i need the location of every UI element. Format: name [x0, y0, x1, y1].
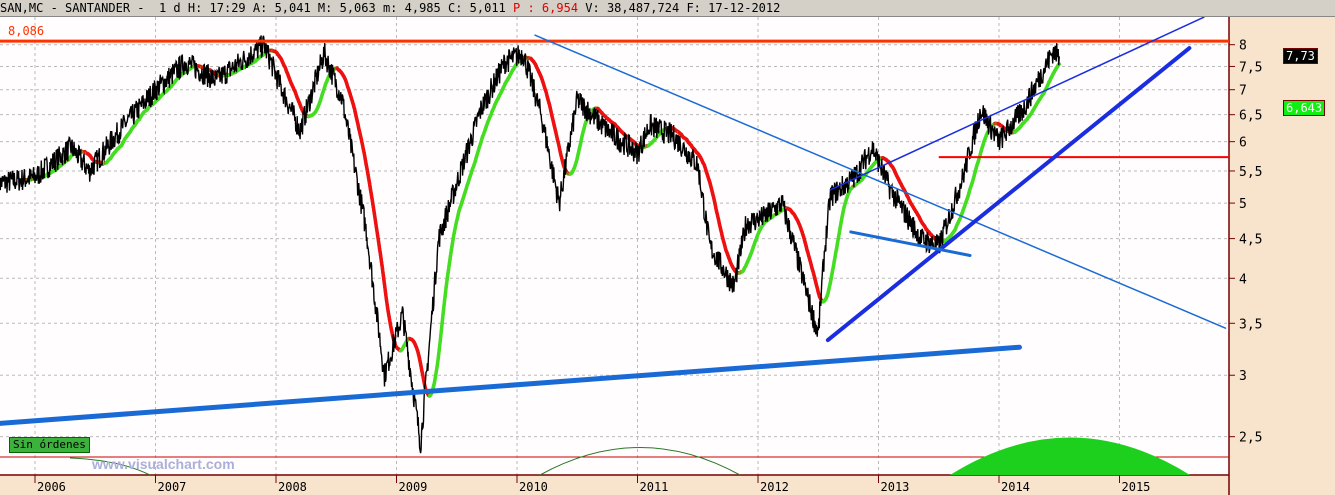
y-axis-panel [1229, 17, 1335, 495]
y-tick-label: 6,5 [1239, 109, 1262, 124]
time: H: 17:29 [187, 1, 246, 15]
last-price-badge: 7,73 [1283, 48, 1318, 64]
open: A: 5,041 [252, 1, 311, 15]
volume: V: 38,487,724 [585, 1, 680, 15]
oscillator-arc [69, 457, 151, 476]
y-tick-label: 3 [1239, 369, 1247, 384]
high: M: 5,063 [317, 1, 376, 15]
x-tick-label: 2012 [760, 480, 789, 494]
trend-line [0, 344, 1022, 426]
y-tick-label: 6 [1239, 136, 1247, 151]
date: F: 17-12-2012 [686, 1, 781, 15]
trend-line [825, 46, 1192, 343]
price: P : 6,954 [513, 1, 579, 15]
oscillator-dome [950, 437, 1190, 475]
y-tick-label: 7 [1239, 84, 1247, 99]
close: C: 5,011 [447, 1, 506, 15]
symbol: SAN,MC - SANTANDER - 1 d [0, 1, 181, 15]
quote-header: SAN,MC - SANTANDER - 1 d H: 17:29 A: 5,0… [0, 0, 1335, 17]
x-tick-label: 2013 [881, 480, 910, 494]
x-tick-label: 2009 [399, 480, 428, 494]
y-tick-label: 3,5 [1239, 317, 1262, 332]
x-tick-label: 2008 [278, 480, 307, 494]
y-tick-label: 2,5 [1239, 431, 1262, 446]
oscillator-arc [539, 447, 741, 476]
orders-status[interactable]: Sin órdenes [9, 437, 90, 453]
y-tick-label: 7,5 [1239, 60, 1262, 75]
y-tick-label: 4 [1239, 272, 1247, 287]
x-tick-label: 2015 [1122, 480, 1151, 494]
y-tick-label: 5,5 [1239, 165, 1262, 180]
ma-badge: 6,643 [1283, 100, 1326, 116]
low: m: 4,985 [382, 1, 441, 15]
x-tick-label: 2011 [640, 480, 669, 494]
level-label: 8,086 [8, 24, 45, 38]
trend-line [534, 34, 1227, 329]
x-axis-panel [0, 475, 1229, 495]
y-tick-label: 5 [1239, 197, 1247, 212]
x-tick-label: 2010 [519, 480, 548, 494]
x-tick-label: 2007 [158, 480, 187, 494]
trend-line [829, 16, 1205, 191]
watermark: www.visualchart.com [92, 456, 235, 472]
x-tick-label: 2014 [1001, 480, 1030, 494]
x-tick-label: 2006 [37, 480, 66, 494]
y-tick-label: 8 [1239, 39, 1247, 54]
plot-area [0, 17, 1229, 475]
price-line [0, 35, 1060, 454]
y-tick-label: 4,5 [1239, 233, 1262, 248]
trend-line [849, 230, 972, 257]
